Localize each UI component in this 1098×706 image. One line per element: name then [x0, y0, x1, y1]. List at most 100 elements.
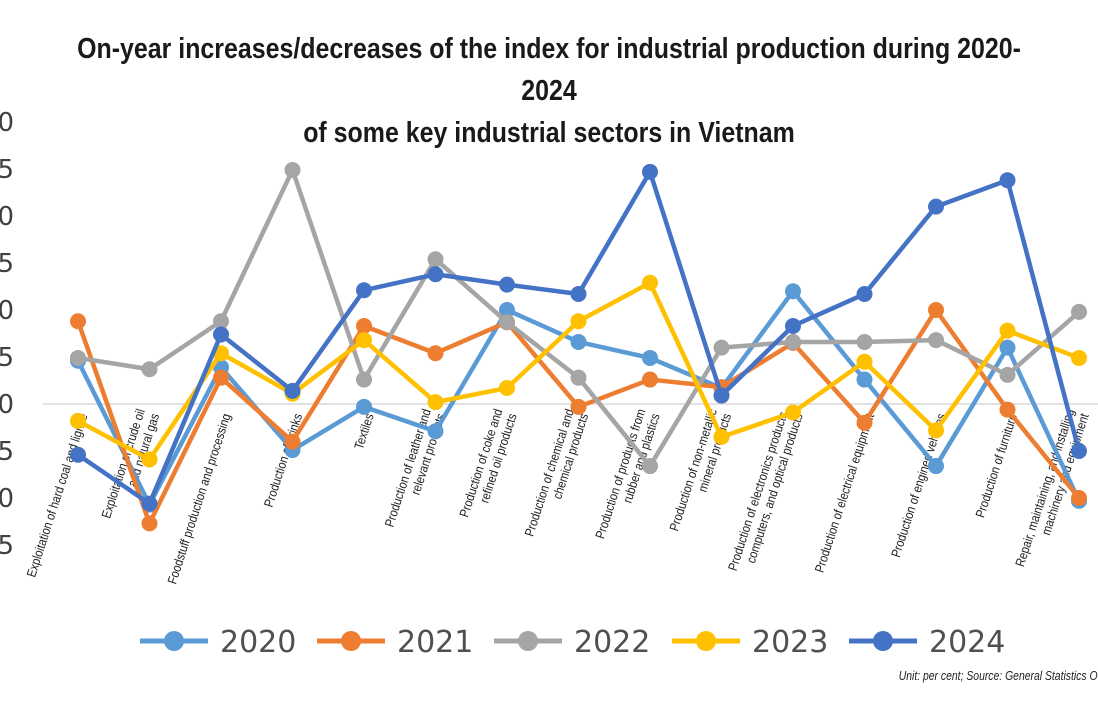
y-tick-label: 20: [0, 202, 14, 232]
data-point-2022: [642, 458, 658, 475]
data-point-2024: [1071, 443, 1087, 459]
data-point-2022: [213, 313, 229, 330]
data-point-2020: [356, 398, 372, 415]
x-tick-label-text: Production of electrical equipment: [812, 411, 878, 574]
x-tick-label: Foodstuff production and processing: [164, 412, 233, 586]
x-tick-label-text: Exploitation of hard coal and lignite: [24, 411, 91, 579]
data-point-2022: [284, 161, 301, 178]
data-point-2024: [785, 317, 801, 334]
data-point-2024: [284, 382, 301, 399]
data-point-2023: [141, 451, 158, 468]
x-tick-label-line: Exploitation of hard coal and lignite: [24, 411, 91, 579]
data-point-2023: [928, 422, 944, 439]
data-point-2024: [213, 326, 229, 343]
legend-label: 2021: [397, 625, 473, 660]
data-point-2023: [1071, 349, 1087, 366]
legend-label: 2023: [752, 625, 828, 660]
x-tick-label-line: Textiles: [351, 412, 377, 452]
legend-label: 2022: [574, 625, 650, 660]
data-point-2020: [642, 349, 658, 366]
data-point-2020: [570, 333, 587, 350]
data-point-2020: [499, 302, 515, 318]
x-tick-label: Production of coke andrefined oil produc…: [456, 407, 519, 519]
data-point-2021: [284, 433, 301, 450]
chart-title: On-year increases/decreases of the index…: [77, 28, 1021, 154]
y-tick-label: 10: [0, 296, 14, 326]
data-point-2022: [499, 314, 515, 331]
data-point-2021: [70, 313, 86, 330]
data-point-2023: [785, 404, 801, 421]
data-point-2021: [570, 398, 587, 415]
legend-marker: [164, 631, 184, 651]
data-point-2023: [70, 412, 86, 429]
x-tick-label: Production of products fromrubber and pl…: [592, 407, 662, 545]
y-tick-label: -15: [0, 531, 14, 561]
data-point-2022: [713, 339, 730, 356]
x-tick-label-text: Production of products fromrubber and pl…: [592, 407, 662, 545]
y-tick-label: 5: [0, 343, 14, 373]
data-point-2021: [999, 401, 1016, 418]
x-tick-label-text: Production of drinks: [261, 412, 305, 509]
x-tick-label: Exploitation of hard coal and lignite: [24, 411, 91, 579]
data-point-2024: [642, 163, 658, 180]
data-point-2023: [999, 322, 1016, 339]
legend-label: 2020: [220, 625, 296, 660]
legend-marker: [696, 631, 716, 651]
y-tick-label: -10: [0, 484, 14, 514]
x-tick-label: Production of chemical andchemical produ…: [522, 407, 592, 543]
data-point-2021: [642, 371, 658, 388]
data-point-2022: [785, 333, 801, 350]
y-tick-label: -5: [0, 437, 14, 467]
data-point-2024: [499, 276, 515, 293]
data-point-2022: [856, 333, 873, 350]
data-point-2024: [856, 286, 873, 303]
data-point-2023: [356, 332, 372, 349]
data-point-2021: [356, 317, 372, 334]
x-tick-label-line: Foodstuff production and processing: [164, 412, 233, 586]
data-point-2024: [70, 446, 86, 463]
legend-marker: [341, 631, 361, 651]
y-tick-label: 0: [0, 390, 14, 420]
data-point-2022: [928, 332, 944, 349]
x-tick-label-text: Production of non-metallicmineral produc…: [666, 407, 734, 538]
data-point-2021: [141, 515, 158, 532]
data-point-2023: [856, 353, 873, 370]
y-tick-label: 25: [0, 155, 14, 185]
x-tick-label: Textiles: [351, 412, 377, 452]
data-point-2024: [570, 286, 587, 303]
data-point-2021: [427, 345, 444, 362]
data-point-2021: [856, 414, 873, 431]
data-point-2023: [642, 274, 658, 291]
data-point-2020: [427, 423, 444, 440]
chart-title-line-1: On-year increases/decreases of the index…: [77, 33, 1021, 107]
x-tick-label: Production of drinks: [261, 412, 305, 509]
data-point-2024: [141, 495, 158, 512]
legend-marker: [873, 631, 893, 651]
data-point-2020: [999, 339, 1016, 356]
data-point-2023: [570, 313, 587, 330]
data-point-2022: [356, 371, 372, 388]
y-tick-label: 15: [0, 249, 14, 279]
data-point-2021: [1071, 490, 1087, 506]
data-point-2022: [70, 349, 86, 366]
data-point-2024: [713, 387, 730, 404]
x-tick-label: Production of non-metallicmineral produc…: [666, 407, 734, 538]
data-point-2021: [213, 369, 229, 386]
data-point-2022: [427, 251, 444, 268]
data-point-2022: [999, 366, 1016, 383]
x-tick-label-text: Production of chemical andchemical produ…: [522, 407, 592, 543]
x-tick-label: Production of furniture: [972, 411, 1020, 519]
x-tick-label-line: Production of electrical equipment: [812, 411, 878, 574]
x-tick-label-text: Production of furniture: [972, 411, 1020, 519]
source-footnote: Unit: per cent; Source: General Statisti…: [899, 668, 1098, 683]
data-point-2023: [499, 380, 515, 397]
data-point-2020: [856, 371, 873, 388]
data-point-2020: [928, 458, 944, 475]
x-tick-label-text: Foodstuff production and processing: [164, 412, 233, 586]
data-point-2022: [141, 361, 158, 378]
data-point-2022: [1071, 303, 1087, 320]
legend-label: 2024: [929, 625, 1005, 660]
data-point-2020: [785, 283, 801, 300]
data-point-2022: [570, 369, 587, 386]
